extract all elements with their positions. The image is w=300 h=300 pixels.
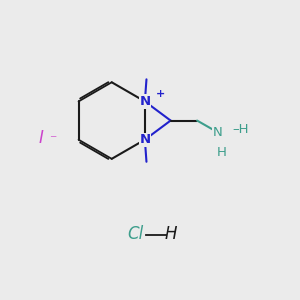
Text: I: I: [39, 129, 44, 147]
Text: +: +: [156, 89, 165, 99]
Text: N: N: [213, 126, 223, 139]
Text: ⁻: ⁻: [49, 134, 56, 148]
Text: N: N: [139, 133, 150, 146]
Text: H: H: [165, 225, 178, 243]
Text: H: H: [216, 146, 226, 159]
Text: Cl: Cl: [127, 225, 143, 243]
Text: –H: –H: [232, 123, 249, 136]
Text: N: N: [139, 95, 150, 108]
